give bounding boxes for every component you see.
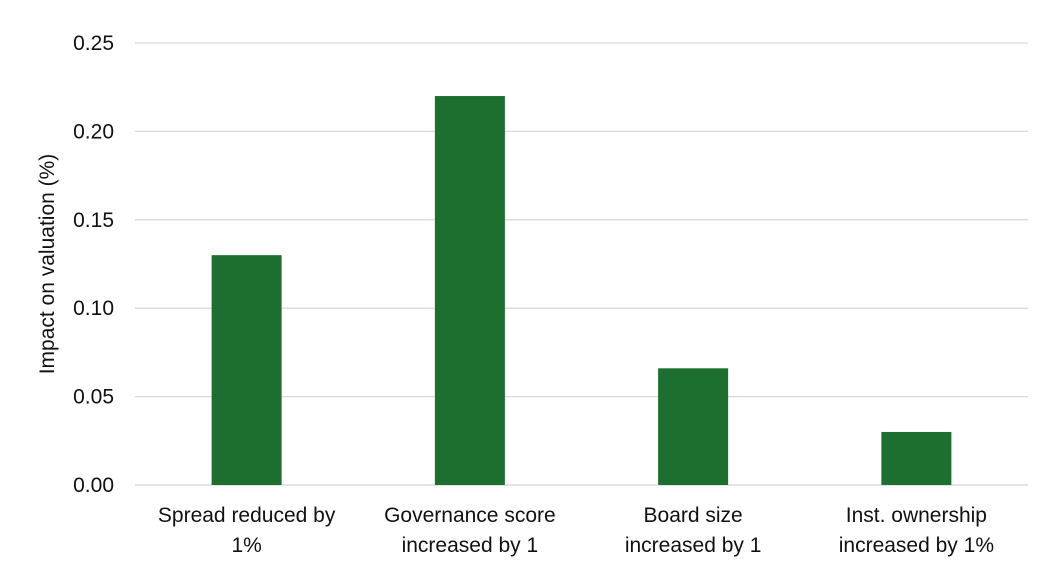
y-tick-label: 0.20: [73, 120, 114, 143]
x-category-label: Board size increased by 1: [625, 504, 762, 557]
x-category-label: Inst. ownership increased by 1%: [839, 504, 994, 557]
bar: [658, 368, 729, 485]
x-category-label-line: Governance score: [384, 504, 556, 527]
y-tick-label: 0.00: [73, 474, 114, 497]
x-category-label-line: Board size: [644, 504, 743, 527]
x-category-label-line: increased by 1%: [839, 534, 994, 557]
gridlines: [135, 42, 1028, 486]
y-axis-title: Impact on valuation (%): [36, 154, 59, 375]
y-tick-labels: 0.00 0.05 0.10 0.15 0.20 0.25: [73, 32, 114, 497]
x-category-label-line: increased by 1: [402, 534, 539, 557]
x-category-label-line: increased by 1: [625, 534, 762, 557]
x-category-label-line: 1%: [231, 534, 261, 557]
bars: [211, 96, 952, 485]
bar: [434, 96, 505, 485]
bar: [211, 255, 282, 485]
x-category-labels: Spread reduced by 1% Governance score incre…: [158, 504, 994, 557]
x-category-label-line: Spread reduced by: [158, 504, 336, 527]
x-category-label: Governance score increased by 1: [384, 504, 556, 557]
bar: [881, 431, 952, 485]
x-category-label-line: Inst. ownership: [846, 504, 987, 527]
y-tick-label: 0.05: [73, 386, 114, 409]
y-tick-label: 0.15: [73, 209, 114, 232]
y-tick-label: 0.10: [73, 297, 114, 320]
y-tick-label: 0.25: [73, 32, 114, 55]
x-category-label: Spread reduced by 1%: [158, 504, 336, 557]
